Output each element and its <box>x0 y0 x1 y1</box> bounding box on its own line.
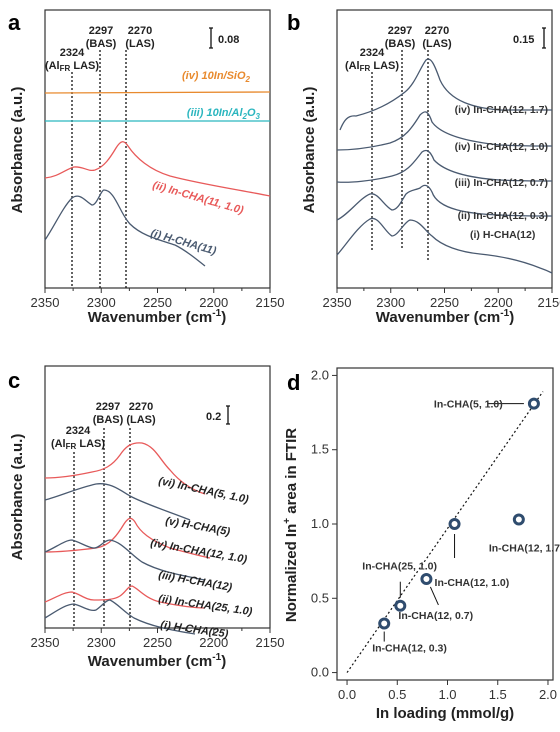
x-tick-label: 2250 <box>143 635 172 650</box>
panel-c: c 2350 2300 2250 2200 2150 Wavenumber (cm-1)… <box>8 365 285 670</box>
point-label: In-CHA(12, 0.3) <box>372 643 447 655</box>
series-label-in-cha-12-1.7: (iv) In-CHA(12, 1.7) <box>455 104 548 116</box>
series-label-in-cha-12-0.3: (ii) In-CHA(12, 0.3) <box>458 210 548 222</box>
x-tick-label: 0.5 <box>388 687 406 702</box>
point-label: In-CHA(25, 1.0) <box>362 561 437 573</box>
x-tick-label: 2150 <box>256 295 285 310</box>
panel-d: d 0.0 0.5 1.0 1.5 2.0 0.0 0.5 1.0 1.5 2.0 In-CHA(… <box>282 367 560 722</box>
series-label-h-cha-11: (i) H-CHA(11) <box>149 227 218 257</box>
curve-h-cha-5 <box>44 483 191 521</box>
data-point <box>512 513 525 526</box>
peak-label-2270: 2270 (LAS) <box>125 25 155 50</box>
curve-in-cha-25 <box>44 585 206 609</box>
panel-a-scale-bar <box>209 27 213 49</box>
y-tick-label: 0.5 <box>311 590 329 605</box>
panel-b-scale-bar <box>542 27 546 49</box>
panel-c-scale-label: 0.2 <box>206 411 221 423</box>
x-tick-label: 2250 <box>143 295 172 310</box>
panel-c-scale-bar <box>226 405 230 425</box>
x-tick-label: 2200 <box>484 295 513 310</box>
y-tick-label: 1.0 <box>311 516 329 531</box>
series-label-in-cha-25: (ii) In-CHA(25, 1.0) <box>158 593 254 618</box>
peak-label-2297-c: 2297 (BAS) <box>93 401 124 426</box>
data-point <box>420 572 433 585</box>
series-label-in-cha-12-1.0: (iv) In-CHA(12, 1.0) <box>455 141 548 153</box>
series-label-h-cha-12-c: (iii) H-CHA(12) <box>157 569 233 594</box>
x-tick-label: 2350 <box>323 295 352 310</box>
x-tick-label: 2250 <box>430 295 459 310</box>
x-tick-label: 1.5 <box>489 687 507 702</box>
data-point <box>448 518 461 530</box>
y-tick-label: 0.0 <box>311 665 329 680</box>
data-point <box>394 599 407 612</box>
curve-in-cha-12-1.7 <box>339 58 552 131</box>
series-label-h-cha-12: (i) H-CHA(12) <box>470 229 535 241</box>
panel-b-ylabel: Absorbance (a.u.) <box>301 87 318 214</box>
y-tick-label: 2.0 <box>311 367 329 382</box>
x-tick-label: 2.0 <box>539 687 557 702</box>
panel-b-scale-label: 0.15 <box>513 34 534 46</box>
curve-in-cha-5 <box>44 442 206 495</box>
point-label: In-CHA(12, 0.7) <box>398 610 473 622</box>
curve-in-cha-11 <box>44 141 271 197</box>
x-tick-label: 2150 <box>538 295 560 310</box>
panel-d-label: d <box>287 370 300 395</box>
data-point <box>527 397 540 410</box>
curve-h-cha-12-c <box>44 539 206 581</box>
x-tick-label: 2350 <box>31 295 60 310</box>
peak-label-2324-b: 2324 (AlFR LAS) <box>345 47 399 73</box>
panel-c-label: c <box>8 368 20 393</box>
x-tick-label: 2300 <box>87 295 116 310</box>
series-label-in-cha-12-1.0-c: (iv) In-CHA(12, 1.0) <box>149 537 248 566</box>
series-label-h-cha-5: (v) H-CHA(5) <box>164 515 231 538</box>
series-label-in-cha-11: (ii) In-CHA(11, 1.0) <box>151 179 245 217</box>
panel-d-xlabel: In loading (mmol/g) <box>376 705 514 722</box>
peak-label-2324: 2324 (AlFR LAS) <box>45 47 99 73</box>
point-label: In-CHA(12, 1.0) <box>435 577 510 589</box>
panel-a-label: a <box>8 10 21 35</box>
panel-b-label: b <box>287 10 300 35</box>
panel-b-xlabel: Wavenumber (cm-1) <box>376 308 514 326</box>
point-arrow <box>429 586 439 606</box>
curve-in-cha-12-1.0 <box>336 111 553 151</box>
x-tick-label: 2300 <box>87 635 116 650</box>
peak-label-2324-c: 2324 (AlFR LAS) <box>51 425 105 451</box>
series-label-10in-sio2: (iv) 10In/SiO2 <box>182 70 251 84</box>
y-tick-label: 1.5 <box>311 442 329 457</box>
series-label-in-cha-12-0.7: (iii) In-CHA(12, 0.7) <box>455 177 548 189</box>
panel-a-ylabel: Absorbance (a.u.) <box>9 87 26 214</box>
panel-a-xlabel: Wavenumber (cm-1) <box>88 308 226 326</box>
x-tick-label: 2300 <box>376 295 405 310</box>
panel-c-xlabel: Wavenumber (cm-1) <box>88 652 226 670</box>
peak-label-2297: 2297 (BAS) <box>86 25 117 50</box>
curve-h-cha-25 <box>44 599 196 635</box>
curve-h-cha-12 <box>336 217 553 274</box>
x-tick-label: 1.0 <box>438 687 456 702</box>
peak-label-2297-b: 2297 (BAS) <box>385 25 416 50</box>
curve-10in-sio2 <box>44 91 271 94</box>
panel-a: a 2350 2300 2250 2200 2150 Wavenumber (cm-1)… <box>8 9 285 326</box>
point-label: In-CHA(5, 1.0) <box>434 399 503 411</box>
panel-d-ylabel: Normalized In+ area in FTIR <box>282 428 300 622</box>
panel-b: b 2350 2300 2250 2200 2150 Wavenumber (cm-1)… <box>287 9 560 326</box>
curve-in-cha-12-0.7 <box>336 149 553 183</box>
x-tick-label: 2200 <box>199 295 228 310</box>
x-tick-label: 2350 <box>31 635 60 650</box>
x-tick-label: 2150 <box>256 635 285 650</box>
panel-c-ylabel: Absorbance (a.u.) <box>9 434 26 561</box>
fit-line <box>346 391 544 673</box>
curve-in-cha-12-1.0-c <box>44 517 211 559</box>
point-label: In-CHA(12, 1.7) <box>489 543 560 555</box>
x-tick-label: 0.0 <box>338 687 356 702</box>
x-tick-label: 2200 <box>199 635 228 650</box>
curve-h-cha-11 <box>44 189 206 267</box>
peak-label-2270-c: 2270 (LAS) <box>126 401 156 426</box>
data-point <box>378 617 391 630</box>
panel-a-scale-label: 0.08 <box>218 34 239 46</box>
peak-label-2270-b: 2270 (LAS) <box>422 25 452 50</box>
series-label-10in-al2o3: (iii) 10In/Al2O3 <box>187 107 261 121</box>
curve-in-cha-12-0.3 <box>336 184 553 221</box>
series-label-in-cha-5: (vi) In-CHA(5, 1.0) <box>157 475 249 506</box>
